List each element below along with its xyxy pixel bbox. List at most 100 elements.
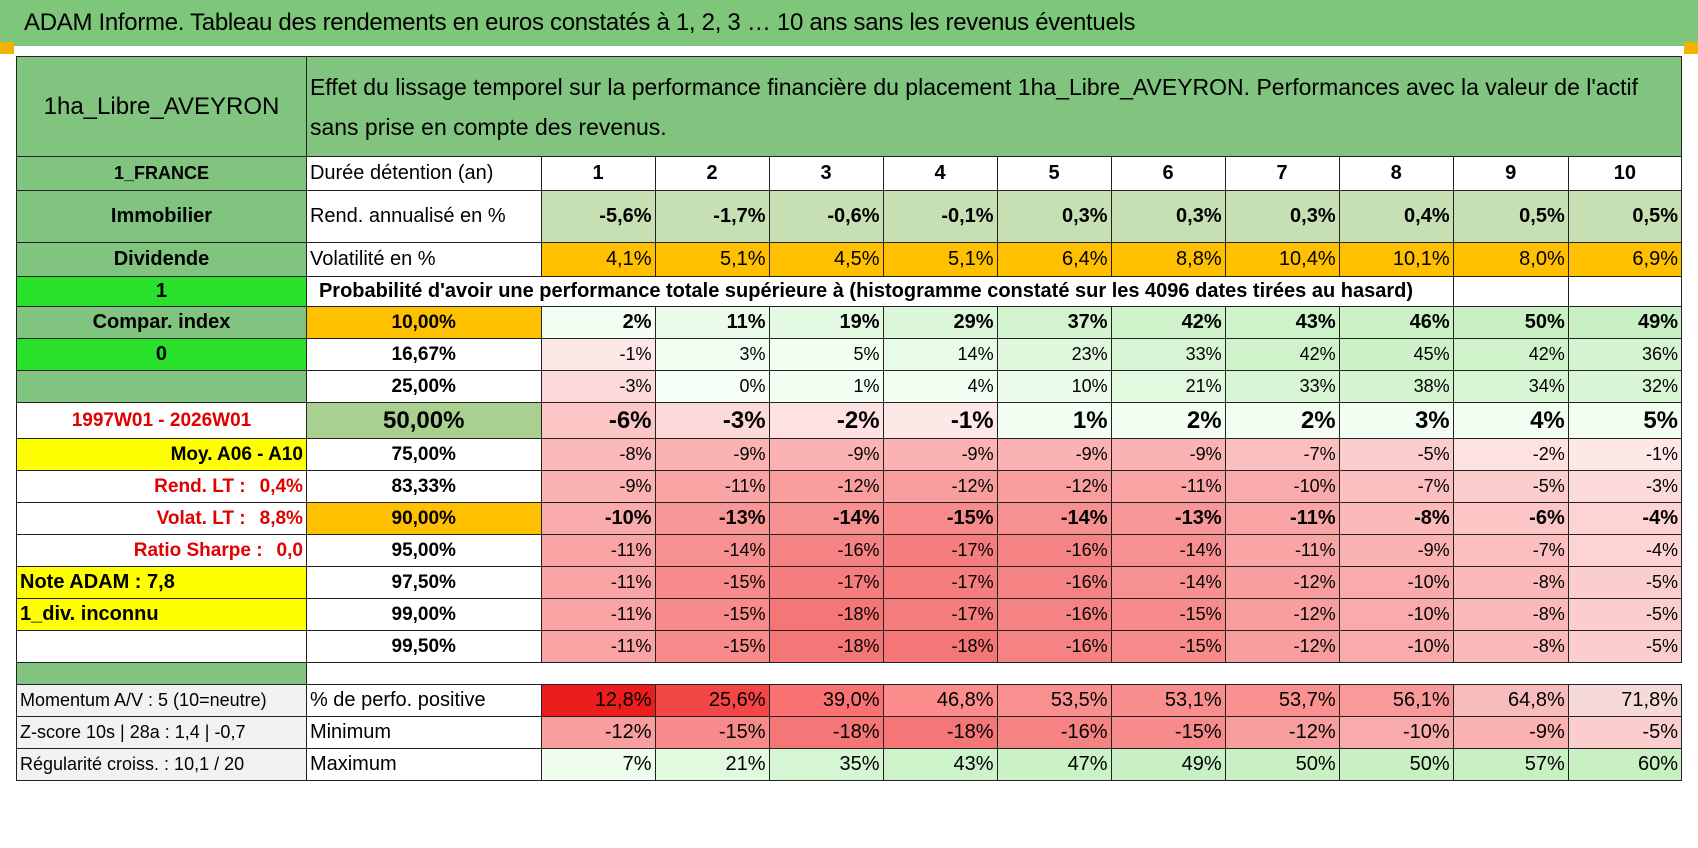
spacer [306, 662, 1682, 685]
percentile-value: 43% [1224, 306, 1340, 339]
regularite-label: Régularité croiss. : 10,1 / 20 [16, 748, 307, 781]
percentile-value: -10% [1338, 566, 1454, 599]
vol-value: 8,8% [1110, 242, 1226, 277]
percentile-value: 2% [1110, 402, 1226, 439]
pos-value: 56,1% [1338, 684, 1454, 717]
percentile-value: -1% [1567, 438, 1683, 471]
title-bar: ADAM Informe. Tableau des rendements en … [0, 0, 1698, 46]
percentile-value: 2% [540, 306, 656, 339]
percentile-value: -15% [654, 598, 770, 631]
percentile-value: -7% [1452, 534, 1569, 567]
min-value: -12% [540, 716, 656, 749]
percentile-label: 16,67% [305, 338, 542, 371]
description: Effet du lissage temporel sur la perform… [305, 56, 1683, 157]
moy-label: Moy. A06 - A10 [16, 438, 307, 471]
percentile-value: -11% [540, 566, 656, 599]
percentile-value: 4% [1452, 402, 1569, 439]
vol-value: 5,1% [654, 242, 770, 277]
vol-value: 6,4% [996, 242, 1112, 277]
percentile-value: -2% [1452, 438, 1569, 471]
spacer-green [16, 662, 307, 685]
percentile-value: -8% [540, 438, 656, 471]
percentile-value: -3% [1567, 470, 1683, 503]
percentile-value: -15% [654, 566, 770, 599]
rend-value: 0,3% [1224, 190, 1340, 243]
dividende-label: Dividende [16, 242, 307, 277]
vol-label: Volatilité en % [305, 242, 542, 277]
vol-value: 5,1% [882, 242, 998, 277]
percentile-value: -15% [654, 630, 770, 663]
percentile-value: -5% [1567, 630, 1683, 663]
percentile-value: -15% [1110, 598, 1226, 631]
year-header: 9 [1452, 156, 1569, 191]
percentile-value: 11% [654, 306, 770, 339]
min-value: -15% [1110, 716, 1226, 749]
percentile-value: -5% [1567, 598, 1683, 631]
proba-label: Probabilité d'avoir une performance tota… [305, 276, 1454, 307]
percentile-value: -11% [540, 630, 656, 663]
empty-label [16, 630, 307, 663]
percentile-value: 42% [1224, 338, 1340, 371]
flag-0: 0 [16, 338, 307, 371]
returns-table: 1ha_Libre_AVEYRON Effet du lissage tempor… [16, 56, 1683, 781]
volat-lt-label: Volat. LT : [156, 507, 246, 529]
column-marker-right [1684, 42, 1698, 54]
percentile-value: -10% [1338, 598, 1454, 631]
sharpe: Ratio Sharpe : 0,0 [16, 534, 307, 567]
percentile-row: Ratio Sharpe :0,0 95,00% -11% -14% -16% -17% -… [16, 534, 1683, 567]
rend-lt-label: Rend. LT : [154, 475, 246, 497]
percentile-row: Rend. LT :0,4% 83,33% -9% -11% -12% -12% -12% -… [16, 470, 1683, 503]
div-label: 1_div. inconnu [16, 598, 307, 631]
year-header: 1 [540, 156, 656, 191]
percentile-value: -14% [654, 534, 770, 567]
percentile-value: -1% [882, 402, 998, 439]
rend-value: 0,5% [1567, 190, 1683, 243]
pos-value: 64,8% [1452, 684, 1569, 717]
pos-value: 53,5% [996, 684, 1112, 717]
sharpe-label: Ratio Sharpe : [133, 539, 263, 561]
percentile-label: 95,00% [305, 534, 542, 567]
percentile-value: 3% [654, 338, 770, 371]
year-header: 10 [1567, 156, 1683, 191]
percentile-value: -5% [1452, 470, 1569, 503]
percentile-value: -3% [654, 402, 770, 439]
percentile-value: 5% [768, 338, 884, 371]
percentile-value: -8% [1338, 502, 1454, 535]
rend-value: 0,3% [996, 190, 1112, 243]
percentile-row: Note ADAM : 7,8 97,50% -11% -15% -17% -17% -16… [16, 566, 1683, 599]
percentile-value: -16% [996, 598, 1112, 631]
percentile-value: 19% [768, 306, 884, 339]
percentile-value: -10% [540, 502, 656, 535]
percentile-value: -11% [540, 534, 656, 567]
pos-value: 46,8% [882, 684, 998, 717]
proba-row: 1 Probabilité d'avoir une performance tot… [16, 276, 1683, 307]
percentile-value: -11% [540, 598, 656, 631]
percentile-value: -17% [882, 534, 998, 567]
percentile-value: -8% [1452, 598, 1569, 631]
percentile-value: -15% [882, 502, 998, 535]
percentile-value: -7% [1338, 470, 1454, 503]
max-value: 47% [996, 748, 1112, 781]
percentile-label: 25,00% [305, 370, 542, 403]
percentile-value: -14% [1110, 534, 1226, 567]
proba-blank [1567, 276, 1683, 307]
duree-label: Durée détention (an) [305, 156, 542, 191]
rend-row: Immobilier Rend. annualisé en % -5,6% -1,7%… [16, 190, 1683, 243]
percentile-value: -11% [1224, 502, 1340, 535]
percentile-value: -9% [1110, 438, 1226, 471]
max-value: 35% [768, 748, 884, 781]
percentile-value: 46% [1338, 306, 1454, 339]
report-title: ADAM Informe. Tableau des rendements en … [24, 9, 1136, 36]
flag-1: 1 [16, 276, 307, 307]
spacer-row [16, 662, 1682, 685]
asset-name: 1ha_Libre_AVEYRON [16, 56, 307, 157]
rend-label: Rend. annualisé en % [305, 190, 542, 243]
year-header: 4 [882, 156, 998, 191]
percentile-value: -14% [996, 502, 1112, 535]
max-value: 60% [1567, 748, 1683, 781]
percentile-value: -5% [1338, 438, 1454, 471]
percentile-value: -12% [768, 470, 884, 503]
percentile-value: 21% [1110, 370, 1226, 403]
percentile-value: 32% [1567, 370, 1683, 403]
percentile-row: Volat. LT :8,8% 90,00% -10% -13% -14% -15% -14… [16, 502, 1683, 535]
